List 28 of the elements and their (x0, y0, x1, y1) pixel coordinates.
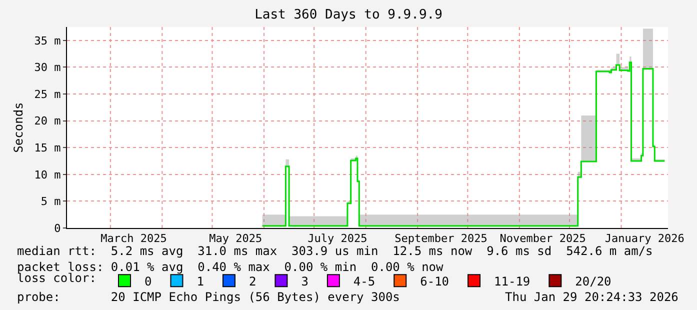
y-axis-title: Seconds (12, 102, 26, 153)
legend-label: 20/20 (575, 274, 612, 288)
x-tick-label: May 2025 (209, 232, 262, 246)
y-tick-label: 30 m (34, 61, 62, 74)
y-tick-label: 5 m (40, 195, 62, 208)
y-tick-label: 25 m (34, 88, 62, 101)
y-tick-label: 20 m (34, 114, 62, 128)
text: probe: 20 ICMP Echo Pings (56 Bytes) every 300s (17, 290, 400, 304)
text: Thu Jan 29 20:24:33 2026 (505, 290, 678, 304)
legend-label: 6-10 (420, 274, 450, 288)
legend-label: 4-5 (353, 274, 376, 288)
legend-label: 0 (144, 274, 152, 288)
y-tick-label: 10 m (34, 168, 62, 182)
legend-label: 2 (248, 274, 256, 288)
y-tick-label: 15 m (34, 141, 62, 154)
legend-label: 11-19 (494, 274, 530, 288)
x-tick-label: November 2025 (500, 232, 586, 246)
chart-title: Last 360 Days to 9.9.9.9 (254, 8, 442, 22)
x-tick-label: January 2026 (604, 232, 684, 246)
x-tick-label: July 2025 (308, 232, 368, 246)
text: median rtt: 5.2 ms avg 31.0 ms max 303.9 us min 12.5 ms now 9.6 ms sd 542.6 m am/s (17, 244, 653, 258)
legend-label: 1 (196, 274, 204, 288)
text: packet loss: 0.01 % avg 0.40 % max 0.00 % min 0.00 % now (17, 260, 444, 274)
x-tick-label: March 2025 (100, 232, 167, 246)
legend-label: 3 (301, 274, 308, 288)
y-tick-label: 0 (54, 222, 61, 235)
y-tick-label: 35 m (34, 34, 62, 48)
x-tick-label: September 2025 (394, 232, 488, 246)
